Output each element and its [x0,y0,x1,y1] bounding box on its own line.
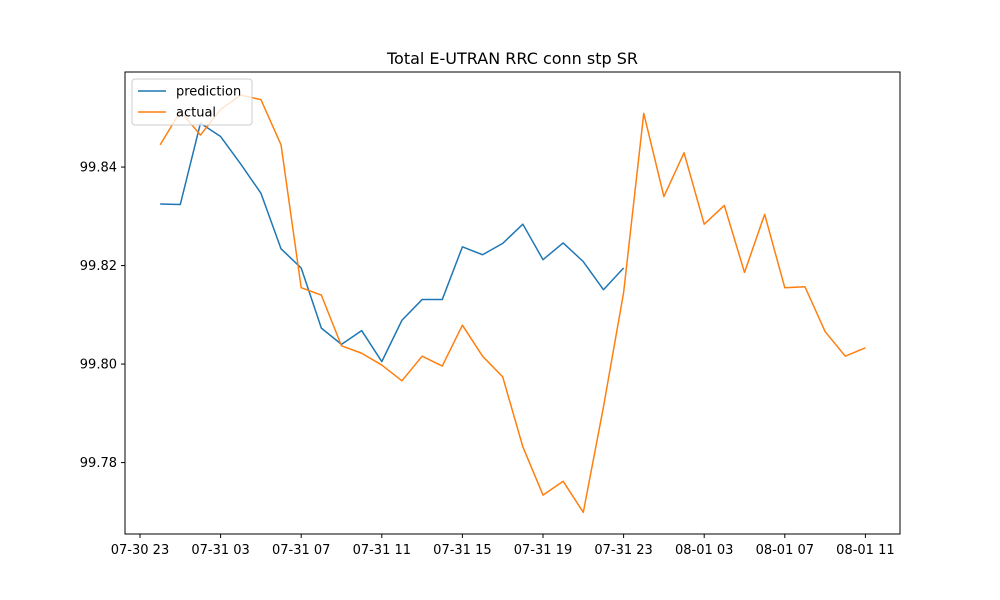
plot-background [125,72,900,534]
series-line-prediction [160,122,625,363]
series-line-actual [159,94,866,514]
chart-title: Total E-UTRAN RRC conn stp SR [386,49,638,68]
x-tick-label: 07-30 23 [111,543,169,558]
plot-frame [124,71,901,535]
x-tick-label: 08-01 11 [836,543,894,558]
y-tick-label: 99.82 [80,259,117,274]
x-tick-label: 07-31 07 [272,543,330,558]
x-tick-label: 07-31 15 [433,543,491,558]
y-tick-label: 99.80 [80,358,117,373]
legend-label-actual: actual [176,106,216,121]
legend: prediction actual [131,78,253,126]
y-tick-label: 99.84 [80,161,117,176]
x-tick-label: 08-01 07 [756,543,814,558]
x-tick-label: 08-01 03 [675,543,733,558]
series-layer [159,94,866,514]
x-axis: 07-30 23 07-31 03 07-31 07 07-31 11 07-31 15… [111,534,895,558]
y-axis: 99.78 99.80 99.82 99.84 [80,161,125,471]
x-tick-label: 07-31 03 [191,543,249,558]
x-tick-label: 07-31 19 [514,543,572,558]
x-tick-label: 07-31 23 [594,543,652,558]
plot-area [124,71,901,535]
legend-label-prediction: prediction [176,85,241,100]
y-tick-label: 99.78 [80,456,117,471]
x-tick-label: 07-31 11 [353,543,411,558]
